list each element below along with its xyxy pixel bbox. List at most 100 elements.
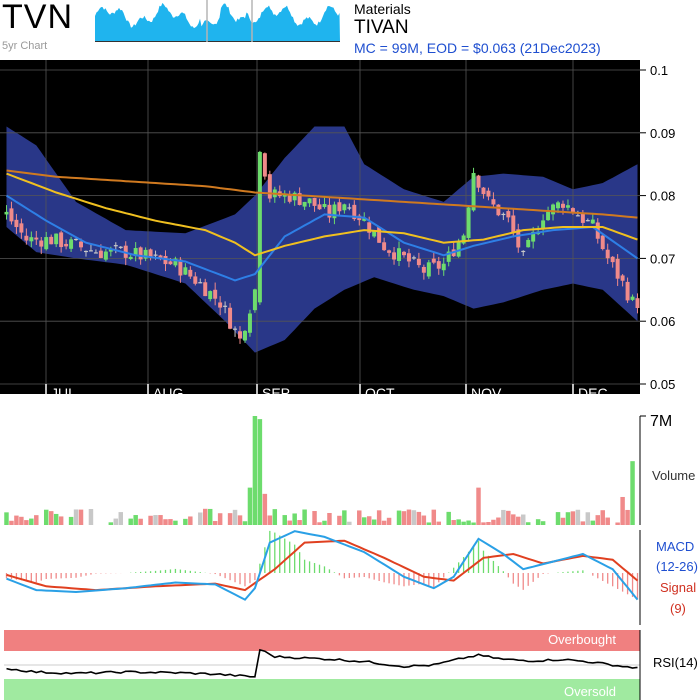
candle-body-84 (421, 266, 426, 273)
volume-bar-63 (317, 522, 322, 525)
candle-body-12 (64, 243, 69, 247)
ma-mid-line (6, 172, 638, 257)
candle-body-62 (312, 197, 317, 206)
five-year-sparkline[interactable] (95, 0, 340, 42)
volume-bar-23 (118, 512, 124, 525)
macd-panel (5, 530, 641, 625)
macd-line (6, 530, 639, 601)
candle-body-19 (98, 250, 103, 258)
candle-body-87 (436, 261, 441, 269)
candle-body-104 (521, 250, 526, 253)
month-label-5: DEC (578, 385, 608, 401)
candle-body-39 (198, 282, 203, 284)
candle-body-10 (54, 233, 59, 245)
candle-body-67 (337, 202, 342, 212)
volume-bar-60 (302, 509, 307, 525)
volume-bar-108 (540, 521, 546, 525)
volume-bar-94 (471, 522, 476, 525)
candle-body-38 (193, 276, 198, 284)
candle-body-70 (352, 204, 357, 220)
volume-bar-73 (366, 516, 372, 525)
candle-body-4 (24, 235, 29, 241)
volume-bar-3 (19, 516, 24, 525)
volume-bar-17 (88, 509, 94, 525)
candle-body-41 (208, 291, 213, 300)
candle-body-92 (461, 235, 466, 244)
volume-bar-56 (282, 515, 287, 525)
volume-bar-103 (516, 516, 521, 525)
price-tick-label-4: 0.06 (650, 314, 675, 329)
volume-bar-9 (48, 511, 54, 525)
candle-body-14 (74, 238, 79, 241)
signal-period-label: (9) (670, 601, 686, 616)
rsi-line (6, 648, 638, 678)
volume-bar-52 (262, 493, 268, 525)
candle-body-126 (630, 296, 635, 300)
candle-body-86 (431, 258, 436, 263)
month-label-0: JUL (51, 385, 76, 401)
volume-bar-5 (29, 518, 34, 525)
volume-bar-74 (371, 519, 377, 525)
candle-body-101 (506, 211, 511, 218)
volume-bar-126 (630, 461, 635, 525)
candle-body-29 (148, 249, 153, 258)
volume-bar-39 (198, 512, 203, 525)
volume-bar-15 (78, 509, 84, 525)
company-name: TIVAN (354, 17, 409, 38)
candle-body-20 (103, 251, 108, 260)
volume-bar-80 (401, 511, 407, 525)
candle-body-83 (416, 258, 421, 266)
volume-bar-68 (342, 510, 347, 525)
volume-bar-82 (411, 510, 417, 525)
oversold-zone (4, 679, 640, 700)
price-tick-label-0: 0.1 (650, 63, 668, 78)
candle-body-40 (203, 282, 208, 297)
candle-body-97 (486, 190, 491, 197)
volume-bar-89 (446, 511, 451, 525)
candle-body-94 (471, 172, 476, 211)
candle-body-109 (546, 211, 551, 221)
volume-bar-95 (476, 487, 481, 525)
volume-bar-49 (247, 487, 253, 525)
candle-body-21 (108, 248, 113, 252)
volume-bar-22 (113, 518, 119, 525)
candle-body-79 (397, 248, 402, 261)
volume-bar-42 (212, 521, 218, 525)
volume-bar-111 (555, 512, 561, 525)
volume-bar-45 (227, 513, 233, 525)
volume-bar-34 (173, 520, 178, 525)
candle-body-82 (411, 257, 416, 259)
volume-panel (4, 415, 646, 525)
candle-body-78 (392, 252, 397, 260)
volume-bar-113 (565, 512, 571, 525)
volume-bar-46 (232, 509, 238, 525)
candle-body-59 (297, 193, 302, 205)
candle-body-85 (426, 262, 431, 277)
candle-body-121 (605, 249, 610, 259)
volume-bar-87 (436, 521, 442, 525)
volume-bar-86 (431, 509, 437, 525)
candle-body-123 (615, 258, 620, 279)
candle-body-65 (327, 204, 332, 218)
candle-body-45 (228, 307, 233, 329)
month-label-1: AUG (153, 385, 183, 401)
volume-bar-37 (188, 516, 193, 525)
candle-body-124 (620, 275, 625, 281)
candle-body-48 (242, 330, 247, 341)
candle-body-46 (233, 328, 238, 330)
volume-bar-67 (337, 515, 342, 525)
volume-bar-117 (585, 512, 591, 525)
candle-body-66 (332, 204, 337, 219)
candle-body-114 (570, 208, 575, 214)
volume-bar-92 (461, 521, 466, 525)
volume-bar-32 (163, 519, 168, 525)
candle-body-44 (223, 305, 228, 307)
candle-body-95 (476, 175, 481, 188)
volume-bar-8 (43, 509, 49, 525)
candle-body-110 (551, 204, 556, 215)
candle-body-63 (317, 204, 322, 210)
volume-bar-102 (511, 514, 516, 525)
candle-body-33 (168, 261, 173, 265)
five-year-chart-label[interactable]: 5yr Chart (2, 40, 48, 52)
candle-body-89 (446, 251, 451, 262)
